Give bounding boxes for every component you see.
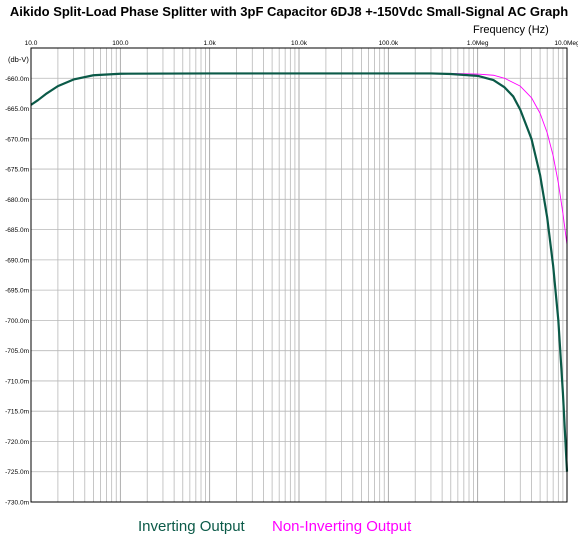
plot-frame: [30, 47, 568, 503]
y-tick-label: -660.0m: [5, 76, 29, 83]
y-tick-label: -705.0m: [5, 348, 29, 355]
y-tick-label: -710.0m: [5, 378, 29, 385]
y-tick-label: -700.0m: [5, 318, 29, 325]
legend-non-inverting-output: Non-Inverting Output: [272, 518, 412, 535]
tick-labels: 10.0 100.0 1.0k 10.0k 100.0k 1.0Meg 10.0Meg -66…: [5, 40, 578, 507]
x-axis-label: Frequency (Hz): [473, 24, 549, 36]
x-tick-label: 1.0Meg: [467, 40, 489, 47]
legend-inverting-output: Inverting Output: [138, 518, 245, 535]
y-tick-label: -715.0m: [5, 409, 29, 416]
y-tick-label: -730.0m: [5, 500, 29, 507]
y-tick-label: -725.0m: [5, 469, 29, 476]
x-tick-label: 1.0k: [204, 40, 217, 47]
y-tick-label: -665.0m: [5, 106, 29, 113]
x-tick-label: 100.0: [112, 40, 129, 47]
y-axis-label: (db-V): [8, 55, 29, 64]
y-tick-label: -685.0m: [5, 227, 29, 234]
y-tick-label: -680.0m: [5, 197, 29, 204]
y-tick-label: -670.0m: [5, 136, 29, 143]
x-tick-label: 100.0k: [379, 40, 399, 47]
chart-title: Aikido Split-Load Phase Splitter with 3p…: [9, 4, 569, 19]
y-tick-label: -695.0m: [5, 288, 29, 295]
y-tick-label: -720.0m: [5, 439, 29, 446]
y-tick-label: -675.0m: [5, 167, 29, 174]
x-tick-label: 10.0Meg: [554, 40, 578, 47]
y-tick-label: -690.0m: [5, 257, 29, 264]
series-lines: [30, 72, 569, 472]
x-tick-label: 10.0k: [291, 40, 308, 47]
grid-lines: [30, 48, 567, 503]
x-tick-label: 10.0: [25, 40, 38, 47]
series-inverting-output: [30, 72, 569, 472]
